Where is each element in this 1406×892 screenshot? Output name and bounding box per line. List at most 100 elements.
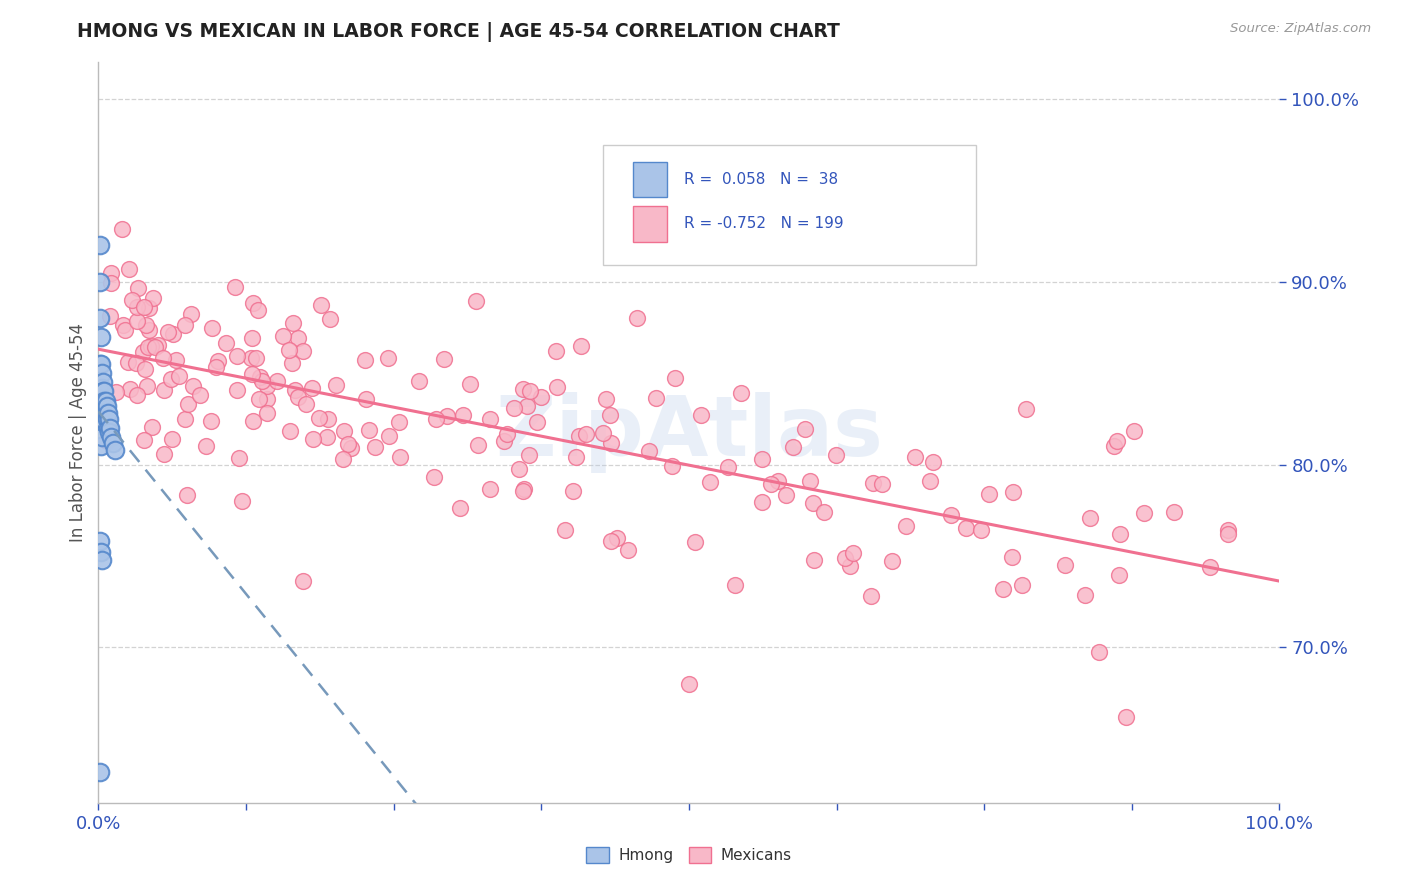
Point (247, 392, 270, 406)
Point (174, 411, 197, 425)
Point (1087, 645, 1109, 659)
Point (363, 440, 385, 454)
Point (571, 338, 593, 352)
Point (1002, 485, 1025, 500)
Point (862, 475, 884, 490)
Point (162, 432, 184, 446)
Point (799, 474, 821, 488)
Point (519, 384, 541, 399)
Point (626, 311, 648, 326)
Point (181, 379, 204, 393)
Point (91, 376, 114, 390)
Point (256, 406, 278, 420)
Point (1015, 401, 1038, 416)
Point (606, 531, 628, 545)
Point (516, 399, 538, 413)
Point (287, 331, 309, 345)
Point (333, 424, 356, 438)
Point (91, 430, 114, 444)
Point (970, 524, 993, 538)
Point (173, 318, 195, 332)
Point (207, 353, 229, 368)
Point (465, 294, 488, 309)
Point (283, 316, 305, 330)
Point (922, 455, 945, 469)
Point (495, 427, 517, 442)
Point (139, 339, 162, 353)
Point (408, 375, 430, 389)
Point (277, 343, 299, 357)
Point (256, 379, 278, 393)
Point (860, 589, 883, 603)
Point (242, 295, 264, 310)
Point (565, 450, 588, 464)
Point (599, 533, 621, 548)
Point (167, 368, 190, 383)
Point (89, 357, 111, 371)
Point (568, 429, 591, 443)
Point (225, 384, 247, 398)
Point (89, 764, 111, 779)
Y-axis label: In Labor Force | Age 45-54: In Labor Force | Age 45-54 (69, 323, 87, 542)
Point (90, 412, 112, 426)
Point (159, 372, 181, 386)
Point (162, 326, 184, 341)
Point (378, 429, 401, 443)
Point (247, 303, 270, 318)
Point (979, 486, 1001, 500)
Point (152, 351, 174, 365)
Point (503, 401, 526, 416)
Point (838, 558, 860, 573)
Point (127, 314, 149, 328)
Point (467, 438, 489, 452)
Point (479, 412, 502, 426)
Point (89, 384, 111, 399)
Point (340, 441, 363, 455)
Point (1109, 526, 1132, 541)
Point (512, 483, 534, 497)
Point (939, 508, 962, 522)
Point (118, 382, 141, 396)
Point (287, 391, 309, 405)
Text: HMONG VS MEXICAN IN LABOR FORCE | AGE 45-54 CORRELATION CHART: HMONG VS MEXICAN IN LABOR FORCE | AGE 45… (77, 22, 841, 42)
Point (1218, 526, 1240, 541)
Point (599, 408, 621, 422)
Point (449, 500, 471, 515)
Point (730, 386, 752, 401)
Point (617, 543, 640, 558)
Point (1216, 523, 1239, 537)
Point (249, 370, 271, 384)
Point (1078, 510, 1101, 524)
Point (127, 388, 149, 402)
Point (751, 452, 773, 467)
Point (104, 442, 127, 457)
Point (479, 483, 502, 497)
Point (301, 381, 323, 395)
Point (824, 448, 846, 462)
Point (245, 351, 267, 365)
Point (152, 447, 174, 461)
Point (1115, 710, 1137, 724)
Point (195, 439, 218, 453)
Point (94, 406, 117, 420)
Point (153, 383, 176, 397)
Point (91, 393, 114, 408)
Point (138, 323, 160, 337)
Point (91, 366, 114, 380)
Point (661, 458, 683, 473)
Point (894, 519, 917, 533)
Point (190, 388, 212, 402)
Point (1163, 504, 1185, 518)
Point (292, 574, 315, 588)
Point (311, 298, 333, 312)
Point (215, 336, 238, 351)
Point (117, 354, 139, 368)
Point (97, 406, 120, 420)
Point (256, 392, 278, 406)
Point (554, 523, 576, 537)
Point (242, 414, 264, 428)
Point (803, 553, 825, 567)
Point (94, 393, 117, 408)
Point (201, 320, 224, 334)
Point (177, 397, 200, 411)
